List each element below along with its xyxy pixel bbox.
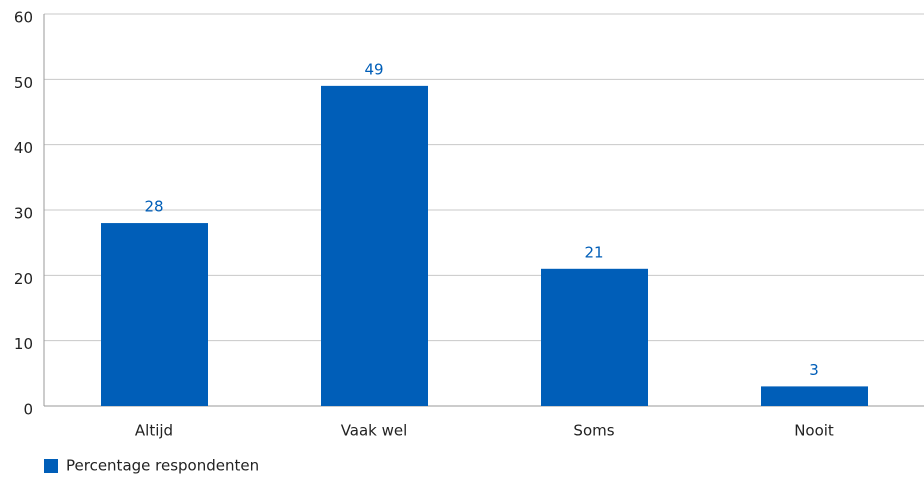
data-label: 28 — [144, 198, 163, 216]
y-tick-label: 50 — [14, 74, 33, 92]
bar — [761, 386, 868, 406]
data-label: 49 — [364, 60, 383, 78]
y-tick-label: 40 — [14, 139, 33, 157]
x-tick-label: Nooit — [794, 422, 834, 440]
x-tick-label: Soms — [573, 422, 614, 440]
bar — [541, 268, 648, 406]
data-label: 21 — [584, 243, 603, 261]
x-tick-label: Altijd — [135, 422, 173, 440]
legend-swatch — [44, 459, 58, 473]
data-label: 3 — [809, 361, 819, 379]
bar — [101, 223, 208, 406]
y-tick-label: 30 — [14, 205, 33, 223]
x-tick-label: Vaak wel — [341, 422, 408, 440]
legend-label: Percentage respondenten — [66, 457, 259, 475]
y-tick-label: 10 — [14, 335, 33, 353]
y-tick-label: 20 — [14, 270, 33, 288]
y-tick-label: 60 — [14, 9, 33, 27]
bar — [321, 85, 428, 406]
y-tick-label: 0 — [23, 401, 33, 419]
